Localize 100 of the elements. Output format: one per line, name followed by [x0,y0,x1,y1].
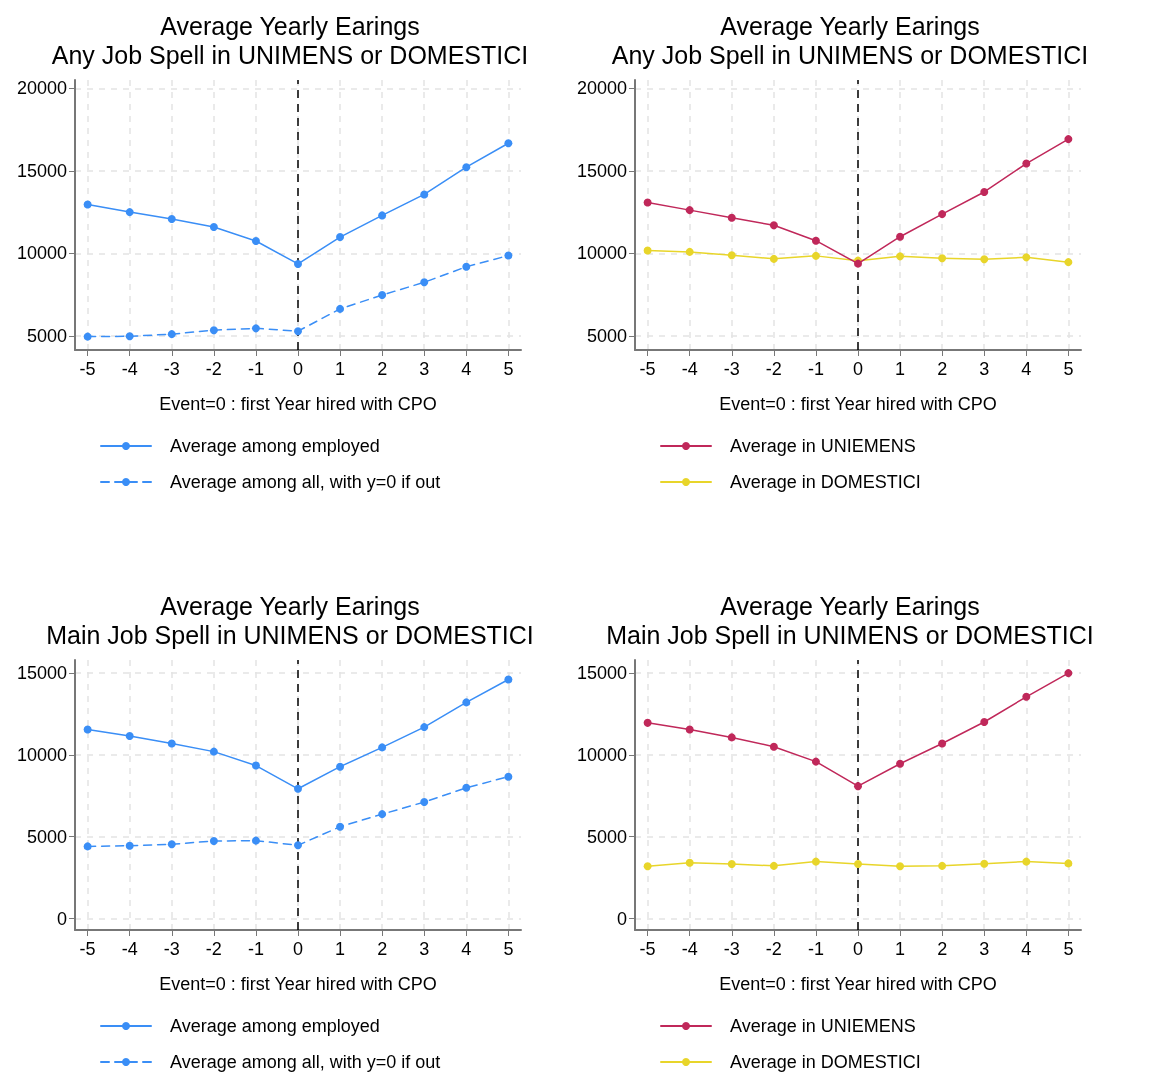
point [462,783,471,792]
point [685,247,694,256]
point [727,251,736,260]
chart-subtitle: Any Job Spell in UNIMENS or DOMESTICI [51,40,529,69]
x-tick-label: -2 [205,939,222,959]
point [125,841,134,850]
legend-label: Average in UNIEMENS [730,1016,916,1036]
legend-label: Average among all, with y=0 if out [170,1052,441,1072]
y-tick-label: 0 [616,908,627,929]
point [378,291,387,300]
chart-subtitle: Main Job Spell in UNIMENS or DOMESTICI [606,620,1094,649]
chart-title: Average Yearly Earings [720,11,980,40]
chart-title: Average Yearly Earings [720,591,980,620]
y-tick-label: 15000 [576,663,627,684]
point [420,723,429,732]
x-tick-label: 1 [895,359,906,379]
point [1064,669,1073,678]
point [294,327,302,336]
point [854,782,862,791]
x-tick-label: 4 [1021,359,1032,379]
point [378,743,387,752]
x-axis-title: Event=0 : first Year hired with CPO [719,974,997,994]
point [980,859,989,868]
x-tick-label: -1 [807,939,824,959]
point [685,725,694,734]
point [1064,859,1073,868]
y-tick-label: 5000 [586,325,627,346]
point [336,233,345,242]
point [462,163,471,172]
chart-title: Average Yearly Earings [160,11,420,40]
point [811,236,820,245]
point [336,304,345,313]
y-tick-label: 15000 [576,160,627,181]
point [1064,258,1073,267]
x-tick-label: -3 [723,359,740,379]
point [811,857,820,866]
point [83,200,92,209]
point [938,861,947,870]
point [167,330,176,339]
point [420,798,429,807]
point [251,324,260,333]
point [420,278,429,287]
point [209,836,218,845]
point [209,747,218,756]
y-tick-label: 15000 [16,160,67,181]
legend-label: Average among employed [170,1016,380,1036]
point [896,232,905,241]
x-tick-label: 0 [292,359,304,379]
point [938,254,947,263]
x-tick-label: 0 [852,359,864,379]
point [1022,857,1031,866]
point [854,860,862,869]
x-tick-label: 0 [852,939,864,959]
point [167,840,176,849]
point [294,841,302,850]
y-tick-label: 0 [56,908,67,929]
point [685,206,694,215]
y-tick-label: 10000 [16,243,67,264]
legend-label: Average in DOMESTICI [730,1052,921,1072]
x-tick-label: 3 [419,939,430,959]
point [938,210,947,219]
point [251,237,260,246]
point [336,762,345,771]
x-tick-label: -4 [121,359,138,379]
point [462,262,471,271]
x-tick-label: 1 [335,359,346,379]
point [209,222,218,231]
legend-label: Average in UNIEMENS [730,436,916,456]
y-tick-label: 10000 [576,243,627,264]
x-tick-label: 2 [937,939,948,959]
y-tick-label: 10000 [16,744,67,765]
x-tick-label: 4 [461,939,472,959]
x-tick-label: 1 [895,939,906,959]
point [125,332,134,341]
point [896,759,905,768]
point [378,211,387,220]
x-tick-label: -2 [205,359,222,379]
point [251,761,260,770]
point [378,810,387,819]
x-tick-label: -4 [121,939,138,959]
x-tick-label: -3 [163,359,180,379]
x-axis-title: Event=0 : first Year hired with CPO [159,394,437,414]
point [643,246,652,255]
point [727,860,736,869]
point [896,252,905,261]
point [83,332,92,341]
point [1022,692,1031,701]
x-tick-label: -2 [765,939,782,959]
point [769,221,778,230]
x-tick-label: 2 [377,939,388,959]
x-tick-label: 2 [377,359,388,379]
point [643,198,652,207]
x-tick-label: -5 [639,939,656,959]
point [1022,159,1031,168]
point [643,862,652,871]
x-tick-label: 0 [292,939,304,959]
legend-label: Average in DOMESTICI [730,472,921,492]
x-tick-label: 5 [503,359,514,379]
point [769,254,778,263]
y-tick-label: 5000 [26,325,67,346]
